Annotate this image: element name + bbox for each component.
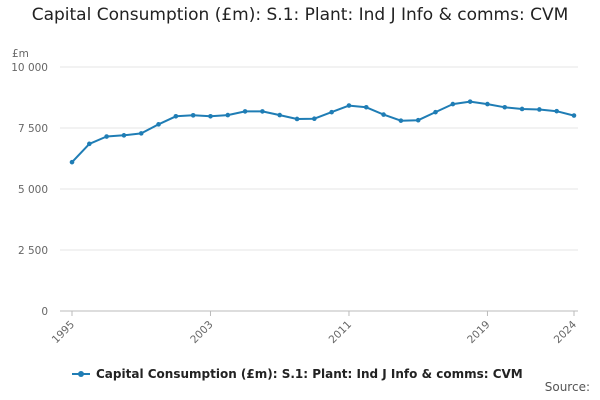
source-label: Source:: [544, 380, 590, 394]
data-point: [537, 107, 542, 112]
data-point: [138, 131, 144, 136]
x-tick-label: 1995: [50, 319, 77, 346]
data-point: [312, 116, 317, 122]
x-tick-label: 2024: [552, 318, 580, 346]
y-tick-label: 10 000: [11, 62, 48, 74]
data-point: [104, 134, 109, 139]
data-point: [363, 104, 369, 110]
gridlines: [60, 66, 578, 312]
y-axis-unit-label: £m: [12, 48, 29, 60]
y-tick-label: 5 000: [18, 184, 48, 196]
data-point: [485, 101, 490, 107]
data-point: [519, 106, 525, 112]
legend-swatch: [72, 369, 90, 379]
data-point: [381, 112, 386, 117]
data-point: [571, 113, 577, 118]
data-point: [121, 133, 127, 138]
data-point: [173, 113, 179, 119]
data-point: [346, 103, 352, 108]
data-point: [502, 104, 508, 110]
data-point: [467, 99, 473, 104]
data-point: [190, 113, 196, 118]
data-point: [329, 109, 334, 115]
legend[interactable]: Capital Consumption (£m): S.1: Plant: In…: [72, 364, 523, 384]
data-point: [277, 112, 283, 118]
data-point: [156, 122, 161, 127]
data-point: [208, 113, 213, 119]
y-tick-label: 0: [41, 306, 48, 318]
data-point: [69, 159, 75, 165]
data-point: [242, 109, 248, 114]
y-axis: £m 0 2 500 5 000 7 500 10 000: [11, 48, 48, 318]
data-point: [450, 101, 456, 107]
data-point: [294, 116, 300, 122]
x-axis: 1995 2003 2011 2019 2024: [50, 311, 580, 346]
data-point: [554, 108, 559, 114]
data-point: [415, 117, 421, 123]
legend-label: Capital Consumption (£m): S.1: Plant: In…: [96, 367, 523, 381]
data-point: [433, 109, 438, 115]
data-point: [87, 141, 92, 147]
x-tick-label: 2019: [465, 319, 492, 346]
series-group: [69, 99, 577, 165]
y-tick-label: 2 500: [18, 245, 48, 257]
x-tick-label: 2003: [188, 319, 215, 346]
data-point: [225, 112, 231, 118]
y-tick-label: 7 500: [18, 123, 48, 135]
data-point: [260, 109, 265, 114]
chart-title: Capital Consumption (£m): S.1: Plant: In…: [31, 5, 569, 25]
x-tick-label: 2011: [327, 319, 354, 346]
series-line: [71, 100, 575, 163]
data-point: [398, 118, 404, 123]
